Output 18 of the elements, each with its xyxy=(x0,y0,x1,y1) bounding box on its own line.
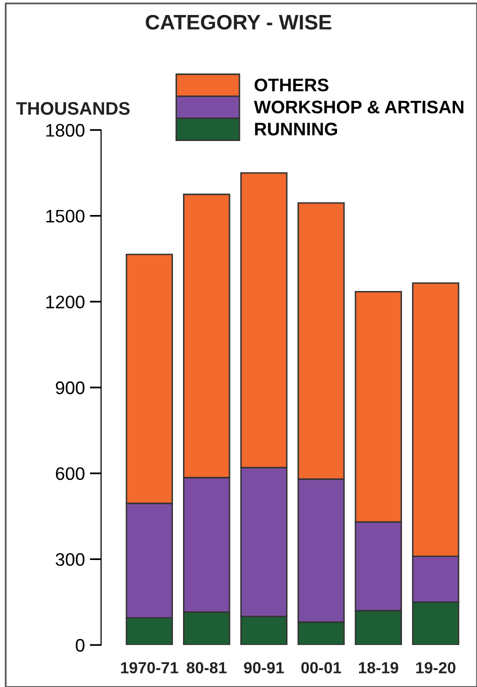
x-tick-label: 18-19 xyxy=(358,662,398,674)
y-tick-label: 900 xyxy=(56,381,84,394)
legend-label: RUNNING xyxy=(255,122,338,136)
y-axis-title: THOUSANDS xyxy=(16,102,130,115)
x-tick-label: 19-20 xyxy=(416,662,456,674)
y-tick-label: 300 xyxy=(56,553,84,566)
y-tick-label: 1200 xyxy=(46,296,84,308)
y-tick-label: 0 xyxy=(76,638,84,652)
y-tick-label: 600 xyxy=(56,467,84,480)
legend-label: OTHERS xyxy=(254,78,328,92)
x-tick-label: 00-01 xyxy=(301,662,342,674)
legend-label: WORKSHOP & ARTISAN xyxy=(254,100,464,114)
x-tick-label: 90-91 xyxy=(244,662,284,674)
y-tick-label: 1500 xyxy=(46,210,84,223)
x-tick-label: 1970-71 xyxy=(121,662,178,674)
chart-title: CATEGORY - WISE xyxy=(146,14,332,30)
y-tick-label: 1800 xyxy=(46,124,84,137)
x-tick-label: 80-81 xyxy=(186,662,227,674)
